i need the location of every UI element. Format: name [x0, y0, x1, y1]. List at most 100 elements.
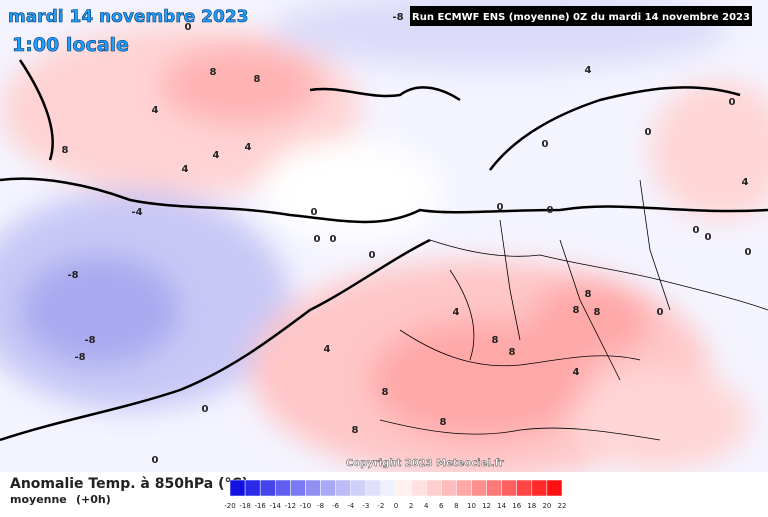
- contour-label: 0: [693, 225, 700, 236]
- contour-label: 4: [742, 177, 749, 188]
- colorbar-swatch: [425, 479, 442, 497]
- contour-label: 4: [213, 150, 220, 161]
- contour-label: 4: [573, 367, 580, 378]
- colorbar-swatch: [456, 479, 472, 497]
- contour-label: 4: [453, 307, 460, 318]
- contour-label: 0: [497, 202, 504, 213]
- colorbar-tick-label: 22: [558, 502, 567, 510]
- contour-label: 4: [245, 142, 252, 153]
- contour-label: 8: [440, 417, 447, 428]
- contour-label: 8: [573, 305, 580, 316]
- contour-label: 4: [152, 105, 159, 116]
- contour-label: 0: [311, 207, 318, 218]
- colorbar-swatch: [395, 479, 412, 497]
- contour-label: 8: [382, 387, 389, 398]
- contour-label: 8: [62, 145, 69, 156]
- contour-label: 0: [369, 250, 376, 261]
- contour-label: 4: [585, 65, 592, 76]
- colorbar-tick-label: -20: [224, 502, 235, 510]
- colorbar-swatch: [441, 479, 457, 497]
- colorbar-swatch: [410, 479, 427, 497]
- contour-label: 8: [492, 335, 499, 346]
- colorbar-tick-label: 8: [454, 502, 458, 510]
- contour-label: 0: [657, 307, 664, 318]
- colorbar-swatch: [380, 479, 397, 497]
- contour-label: 0: [185, 22, 192, 33]
- colorbar-tick-label: -16: [254, 502, 266, 510]
- colorbar-tick-label: -8: [317, 502, 324, 510]
- colorbar-swatch: [471, 479, 487, 497]
- contour-label: 8: [352, 425, 359, 436]
- contour-label: 8: [594, 307, 601, 318]
- copyright: Copyright 2023 Meteociel.fr: [346, 458, 504, 469]
- borders: [379, 179, 768, 441]
- colorbar-swatch: [335, 479, 351, 497]
- contour-label: -8: [74, 352, 85, 363]
- colorbar-tick-label: 20: [542, 502, 551, 510]
- contour-label: 0: [645, 127, 652, 138]
- colorbar-tick-label: 10: [467, 502, 476, 510]
- local-time: 1:00 locale: [12, 34, 129, 56]
- contour-label: 8: [509, 347, 516, 358]
- contour-label: 0: [330, 234, 337, 245]
- contour-label: 8: [254, 74, 261, 85]
- colorbar-swatch: [320, 479, 336, 497]
- colorbar-swatch: [259, 479, 276, 497]
- date: mardi 14 novembre 2023: [8, 7, 248, 27]
- colorbar-swatch: [546, 479, 563, 497]
- colorbar-tick-label: -6: [332, 502, 340, 510]
- run-box: [410, 6, 752, 26]
- contour-label: -4: [131, 207, 142, 218]
- contour-label: 0: [152, 455, 159, 466]
- contour-label: 0: [547, 205, 554, 216]
- contour-label: 4: [182, 164, 189, 175]
- colorbar-swatch: [365, 479, 382, 497]
- contour-label: 8: [585, 289, 592, 300]
- colorbar-tick-label: 4: [424, 502, 429, 510]
- contour-label: -8: [67, 270, 78, 281]
- colorbar-swatch: [229, 479, 246, 497]
- coastlines: [0, 59, 768, 442]
- colorbar-tick-label: 12: [482, 502, 491, 510]
- colorbar-tick-label: -4: [347, 502, 355, 510]
- contour-label: 8: [210, 67, 217, 78]
- colorbar-swatch: [305, 479, 321, 497]
- colorbar-tick-label: -18: [239, 502, 250, 510]
- legend-title: Anomalie Temp. à 850hPa (°C): [10, 476, 248, 492]
- contour-label: -8: [84, 335, 95, 346]
- colorbar-swatch: [501, 479, 517, 497]
- colorbar-tick-label: 6: [439, 502, 444, 510]
- contour-label: 0: [729, 97, 736, 108]
- contour-label: 0: [542, 139, 549, 150]
- colorbar-swatch: [350, 479, 367, 497]
- colorbar-swatch: [244, 479, 261, 497]
- colorbar: -20 -18 -16 -14 -12 -10 -8 -6 -4 -3 -2 0 2 4 6 8 10 12 14 1…: [224, 479, 567, 510]
- colorbar-swatch: [275, 479, 291, 497]
- contour-label: 0: [314, 234, 321, 245]
- contour-label: -8: [392, 12, 403, 23]
- colorbar-tick-label: 2: [409, 502, 413, 510]
- colorbar-tick-label: -3: [362, 502, 369, 510]
- contour-label: 0: [202, 404, 209, 415]
- colorbar-tick-label: 16: [512, 502, 521, 510]
- colorbar-swatch: [486, 479, 502, 497]
- colorbar-tick-label: -14: [270, 502, 282, 510]
- colorbar-tick-label: 18: [527, 502, 536, 510]
- colorbar-swatch: [516, 479, 533, 497]
- colorbar-tick-label: -2: [377, 502, 384, 510]
- colorbar-tick-label: 14: [497, 502, 506, 510]
- legend-step: (+0h): [76, 493, 111, 506]
- colorbar-swatch: [531, 479, 548, 497]
- colorbar-tick-label: 0: [394, 502, 398, 510]
- legend-subtitle: moyenne: [10, 493, 67, 506]
- colorbar-tick-label: -12: [285, 502, 296, 510]
- run-info: Run ECMWF ENS (moyenne) 0Z du mardi 14 n…: [412, 12, 750, 23]
- colorbar-tick-label: -10: [300, 502, 311, 510]
- colorbar-swatch: [290, 479, 306, 497]
- anomaly-field: [0, 0, 768, 472]
- contour-label: 0: [705, 232, 712, 243]
- contour-label: 0: [745, 247, 752, 258]
